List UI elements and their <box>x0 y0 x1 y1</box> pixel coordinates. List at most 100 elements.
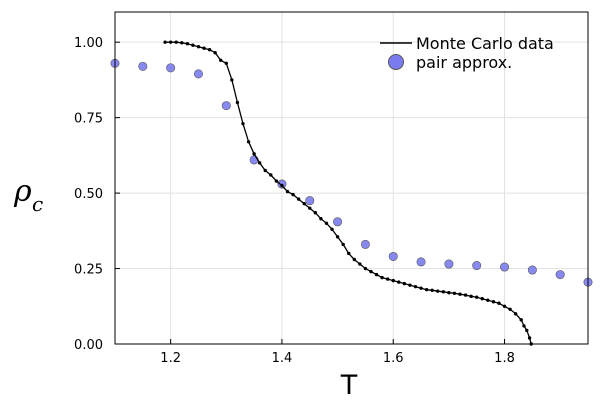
monte-carlo-point <box>380 275 384 280</box>
monte-carlo-point <box>302 201 306 206</box>
monte-carlo-point <box>308 206 312 210</box>
y-tick-label: 1.00 <box>74 36 103 51</box>
y-tick-label: 0.00 <box>74 338 103 353</box>
pair-approx-point <box>138 61 148 71</box>
legend-label-pair-approx: pair approx. <box>416 53 512 72</box>
monte-carlo-point <box>527 336 532 340</box>
monte-carlo-point <box>463 293 468 297</box>
y-axis-title-main: ρ <box>13 174 32 209</box>
pair-approx-point <box>388 251 398 261</box>
monte-carlo-point <box>252 152 256 156</box>
legend-marker-pair-approx <box>388 54 404 70</box>
y-tick-label: 0.50 <box>74 187 103 202</box>
monte-carlo-point <box>291 192 295 197</box>
y-axis-title-subscript: c <box>32 192 43 216</box>
monte-carlo-point <box>441 290 446 294</box>
monte-carlo-point <box>296 197 301 201</box>
monte-carlo-point <box>352 257 356 262</box>
monte-carlo-point <box>469 294 473 299</box>
monte-carlo-point <box>263 168 267 173</box>
monte-carlo-point <box>313 211 318 215</box>
pair-approx-point <box>527 265 537 275</box>
monte-carlo-point <box>480 297 484 301</box>
monte-carlo-point <box>185 41 190 46</box>
monte-carlo-point <box>196 45 201 49</box>
monte-carlo-point <box>363 266 368 271</box>
monte-carlo-point <box>341 242 345 247</box>
plot-frame <box>114 11 589 345</box>
pair-approx-point <box>193 69 203 79</box>
monte-carlo-point <box>335 235 340 239</box>
monte-carlo-point <box>424 287 429 292</box>
x-tick-label: 1.4 <box>272 351 293 366</box>
monte-carlo-point <box>191 43 195 47</box>
monte-carlo-point <box>230 78 234 82</box>
monte-carlo-point <box>525 328 529 333</box>
pair-approx-point <box>444 259 454 269</box>
y-tick-label: 0.25 <box>74 263 103 278</box>
monte-carlo-point <box>413 284 418 289</box>
monte-carlo-point <box>522 324 526 328</box>
monte-carlo-point <box>219 58 223 62</box>
monte-carlo-point <box>419 286 423 290</box>
monte-carlo-point <box>235 100 240 105</box>
monte-carlo-point <box>257 161 262 165</box>
monte-carlo-point <box>280 183 284 188</box>
monte-carlo-point <box>391 278 395 283</box>
monte-carlo-point <box>330 227 334 232</box>
pair-approx-point <box>333 217 343 227</box>
monte-carlo-point <box>269 173 273 177</box>
monte-carlo-point <box>452 291 457 295</box>
x-tick-label: 1.2 <box>160 351 181 366</box>
monte-carlo-point <box>402 281 407 286</box>
monte-carlo-point <box>513 312 518 316</box>
pair-approx-point <box>221 101 231 111</box>
monte-carlo-point <box>241 121 245 126</box>
monte-carlo-point <box>497 301 501 305</box>
monte-carlo-point <box>447 290 451 295</box>
pair-approx-point <box>166 63 176 73</box>
x-axis-title: T <box>340 370 358 400</box>
monte-carlo-point <box>347 251 351 256</box>
x-tick-label: 1.6 <box>383 351 404 366</box>
pair-approx-point <box>555 270 565 280</box>
monte-carlo-point <box>519 318 523 322</box>
monte-carlo-point <box>319 217 323 221</box>
monte-carlo-point <box>324 221 329 225</box>
y-axis-title: ρ c <box>13 174 43 216</box>
monte-carlo-point <box>430 288 434 292</box>
monte-carlo-point <box>374 272 379 277</box>
monte-carlo-point <box>397 280 401 284</box>
monte-carlo-point <box>274 179 279 183</box>
monte-carlo-point <box>475 295 479 299</box>
monte-carlo-point <box>163 40 167 44</box>
series-layer <box>110 40 593 346</box>
pair-approx-point <box>305 196 315 206</box>
legend-label-monte-carlo: Monte Carlo data <box>416 34 554 53</box>
monte-carlo-point <box>213 51 217 55</box>
monte-carlo-point <box>207 48 212 52</box>
pair-approx-point <box>249 155 259 165</box>
monte-carlo-point <box>285 189 290 194</box>
y-tick-label: 0.75 <box>74 112 103 127</box>
monte-carlo-point <box>202 46 206 50</box>
monte-carlo-point <box>224 61 228 66</box>
monte-carlo-point <box>491 300 496 304</box>
monte-carlo-point <box>436 289 440 293</box>
monte-carlo-point <box>180 41 184 45</box>
legend: Monte Carlo data pair approx. <box>380 34 554 72</box>
x-tick-label: 1.8 <box>494 351 515 366</box>
pair-approx-point <box>360 239 370 249</box>
monte-carlo-point <box>369 269 373 274</box>
monte-carlo-point <box>358 262 362 266</box>
monte-carlo-point <box>486 298 490 302</box>
monte-carlo-point <box>408 283 412 287</box>
monte-carlo-point <box>246 140 251 144</box>
monte-carlo-point <box>502 304 507 308</box>
monte-carlo-point <box>508 307 512 311</box>
monte-carlo-point <box>168 40 173 44</box>
pair-approx-point <box>416 257 426 267</box>
ticks: 1.2 1.4 1.6 1.8 0.00 0.25 0.50 0.75 1.00 <box>74 36 515 366</box>
monte-carlo-point <box>458 292 462 296</box>
